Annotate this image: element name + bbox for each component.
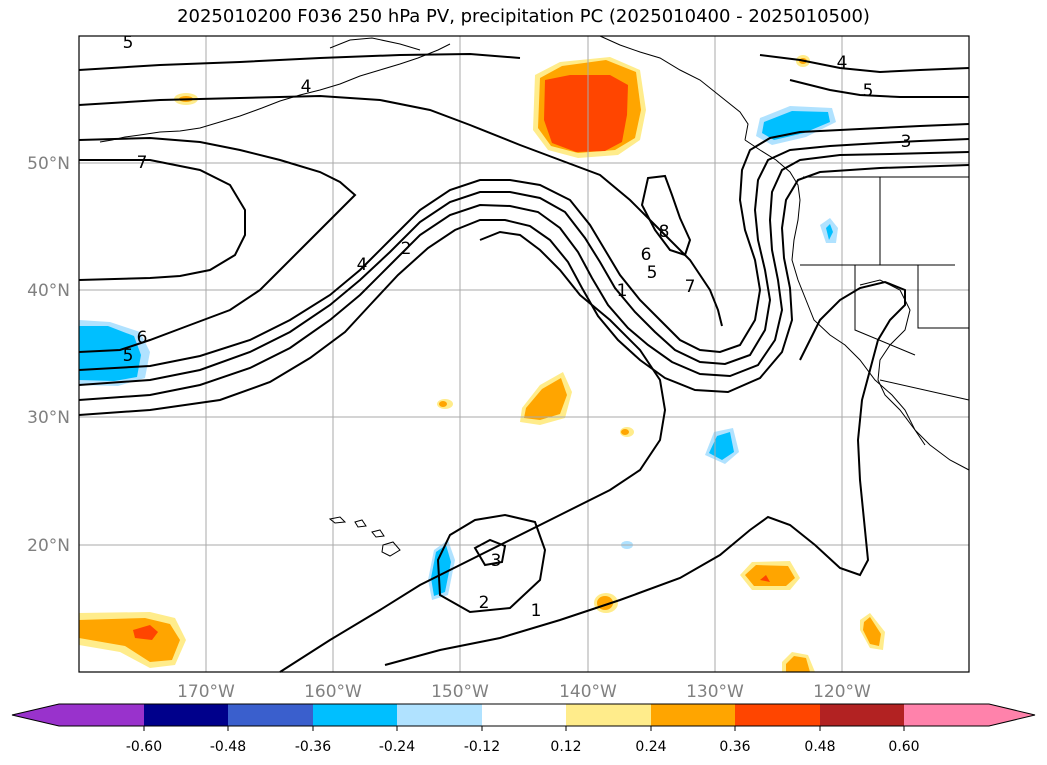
pv-contours xyxy=(78,52,970,673)
lon-label-160w: 160°W xyxy=(304,682,362,702)
lon-label-120w: 120°W xyxy=(813,682,871,702)
lat-label-40: 40°N xyxy=(27,281,70,301)
lon-label-130w: 130°W xyxy=(686,682,744,702)
colorbar-bin xyxy=(59,704,144,726)
coastlines xyxy=(99,35,970,557)
svg-text:1: 1 xyxy=(617,281,628,301)
colorbar-bin xyxy=(566,704,651,726)
map-frame xyxy=(78,35,970,673)
colorbar-extend-low xyxy=(12,704,59,726)
colorbar-tick: 0.60 xyxy=(888,739,919,755)
colorbar-tick: 0.12 xyxy=(550,739,581,755)
colorbar-tick: -0.48 xyxy=(210,739,246,755)
svg-text:4: 4 xyxy=(837,53,848,73)
svg-text:5: 5 xyxy=(123,33,134,53)
lat-label-30: 30°N xyxy=(27,408,70,428)
colorbar-bin xyxy=(482,704,566,726)
colorbar-tick: -0.36 xyxy=(295,739,331,755)
svg-text:3: 3 xyxy=(491,551,502,571)
svg-text:4: 4 xyxy=(301,77,312,97)
pv-contour-labels: 5 4 7 6 5 4 2 8 6 5 7 1 3 2 1 5 4 3 xyxy=(123,33,912,621)
plot-title: 2025010200 F036 250 hPa PV, precipitatio… xyxy=(177,6,870,27)
colorbar-tick: -0.12 xyxy=(464,739,500,755)
svg-text:4: 4 xyxy=(357,255,368,275)
colorbar-tick: 0.48 xyxy=(804,739,835,755)
svg-text:5: 5 xyxy=(123,346,134,366)
colorbar-bin xyxy=(651,704,735,726)
colorbar-bin xyxy=(313,704,397,726)
svg-text:5: 5 xyxy=(647,263,658,283)
svg-text:7: 7 xyxy=(685,277,696,297)
lon-label-150w: 150°W xyxy=(431,682,489,702)
colorbar-extend-high xyxy=(989,704,1035,726)
colorbar-tick: -0.24 xyxy=(379,739,415,755)
colorbar-tick: 0.36 xyxy=(719,739,750,755)
svg-text:3: 3 xyxy=(901,132,912,152)
colorbar-bin xyxy=(144,704,228,726)
lat-labels: 50°N 40°N 30°N 20°N xyxy=(27,154,70,556)
colorbar-bin xyxy=(735,704,820,726)
colorbar-bin xyxy=(820,704,904,726)
colorbar-tick: -0.60 xyxy=(126,739,162,755)
svg-text:2: 2 xyxy=(479,593,490,613)
svg-text:1: 1 xyxy=(531,601,542,621)
colorbar-bin xyxy=(397,704,482,726)
lon-label-170w: 170°W xyxy=(177,682,235,702)
colorbar-tick: 0.24 xyxy=(635,739,666,755)
lat-label-20: 20°N xyxy=(27,536,70,556)
svg-text:8: 8 xyxy=(659,222,670,242)
svg-text:7: 7 xyxy=(137,153,148,173)
svg-text:6: 6 xyxy=(641,245,652,265)
lon-label-140w: 140°W xyxy=(559,682,617,702)
svg-text:6: 6 xyxy=(137,328,148,348)
colorbar-bin xyxy=(228,704,313,726)
svg-text:2: 2 xyxy=(401,239,412,259)
colorbar-bin xyxy=(904,704,989,726)
lat-label-50: 50°N xyxy=(27,154,70,174)
lon-labels: 170°W 160°W 150°W 140°W 130°W 120°W xyxy=(177,682,871,702)
colorbar: -0.60 -0.48 -0.36 -0.24 -0.12 0.12 0.24 … xyxy=(11,703,1036,755)
svg-text:5: 5 xyxy=(863,81,874,101)
